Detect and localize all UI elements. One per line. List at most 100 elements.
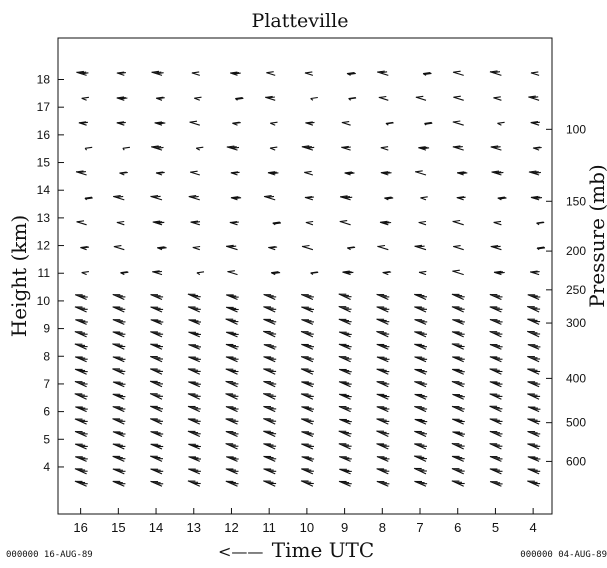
barb-flag [267,96,275,99]
barb-flag [154,270,162,273]
pressure-tick-label: 500 [566,416,586,430]
barb-flag [153,195,161,198]
barb-flag [530,270,538,273]
barb-flag [156,121,164,124]
barb-flag [495,271,504,274]
wind-barb [414,245,427,251]
barb-flag [117,220,125,224]
barb-flag [419,270,427,273]
barb-flag [422,147,430,150]
barb-flag [151,194,159,198]
barb-flag [157,246,165,249]
x-tick-label: 12 [224,520,238,535]
barb-flag [81,96,89,99]
barb-flag [230,71,238,74]
barb-flag [425,122,433,125]
barb-flag [79,121,87,124]
barb-flag [384,196,392,199]
barb-flag [118,121,126,124]
right-footer: 000000 04-AUG-89 [520,550,607,560]
barb-flag [268,171,276,174]
barb-flag [386,197,394,200]
barb-flag [531,71,539,74]
barb-flag [380,71,388,74]
barb-flag [156,146,164,149]
barb-flag [453,145,461,148]
barb-flag [122,146,130,149]
pressure-tick-label: 300 [566,316,586,330]
barb-flag [118,72,126,75]
barb-flag [533,146,541,149]
barb-flag [270,146,278,149]
barb-flag [452,269,460,272]
y-tick-label: 16 [37,128,51,142]
barb-flag [268,245,276,249]
barb-flag [113,195,121,198]
wind-barb [263,195,276,201]
x-axis-label: Time UTC [272,538,374,562]
plot-frame [57,37,553,515]
barb-flag [270,121,278,124]
wind-barb [453,96,464,101]
barb-flag [153,220,161,223]
x-tick-label: 8 [379,520,386,535]
barb-flag [190,170,198,173]
barb-flag [226,244,234,247]
barb-flag [304,170,312,173]
barb-flag [154,71,162,74]
barb-flag [382,221,390,224]
y-tick-label: 14 [37,183,51,197]
barb-flag [458,196,466,199]
barb-flag [458,171,466,174]
barb-flag [157,221,165,224]
barb-flag [76,70,84,73]
barb-flag [497,121,505,124]
y2-axis-label: Pressure (mb) [585,164,607,307]
barb-flag [382,271,390,274]
barb-flag [384,221,392,225]
x-tick-label: 13 [187,520,201,535]
barb-flag [491,170,500,173]
barb-flag [231,171,239,174]
barb-flag [344,171,352,174]
barb-flag [232,196,240,199]
wind-barb [376,71,389,76]
barb-flag [343,146,351,149]
barb-flag [493,146,501,149]
wind-barb [452,71,464,76]
barb-flag [345,196,353,199]
barb-flag [155,221,163,224]
barb-flag [453,219,461,223]
pressure-axis: 100 150 200 250 300 400 500 600 [546,122,586,468]
x-tick-label: 14 [149,520,163,535]
x-arrow: <—— [218,542,263,561]
barb-flag [531,171,539,174]
barb-flag [418,146,426,149]
x-tick-label: 11 [262,520,276,535]
barb-flag [233,72,241,75]
barb-flag [304,146,312,149]
barb-flag [231,196,239,199]
barb-flag [420,196,428,199]
barb-flag [342,195,350,199]
y-tick-label: 12 [37,239,51,253]
barb-flag [151,70,160,73]
barb-flag [270,246,278,249]
barb-flag [457,171,465,174]
barb-flag [302,145,310,148]
barb-flag [118,96,126,100]
x-tick-label: 7 [416,520,423,535]
barb-flag [76,170,84,173]
barb-flag [381,171,389,174]
barb-flag [76,220,85,223]
barb-flag [227,270,235,273]
wind-barb [150,195,163,201]
barb-flag [302,244,310,248]
barb-flag [264,195,272,198]
barb-flag [490,70,498,73]
barb-flag [227,145,235,148]
chart-title: Platteville [252,10,349,32]
wind-barbs [74,70,546,487]
left-footer: 000000 16-AUG-89 [6,550,93,560]
wind-barb [188,195,200,201]
